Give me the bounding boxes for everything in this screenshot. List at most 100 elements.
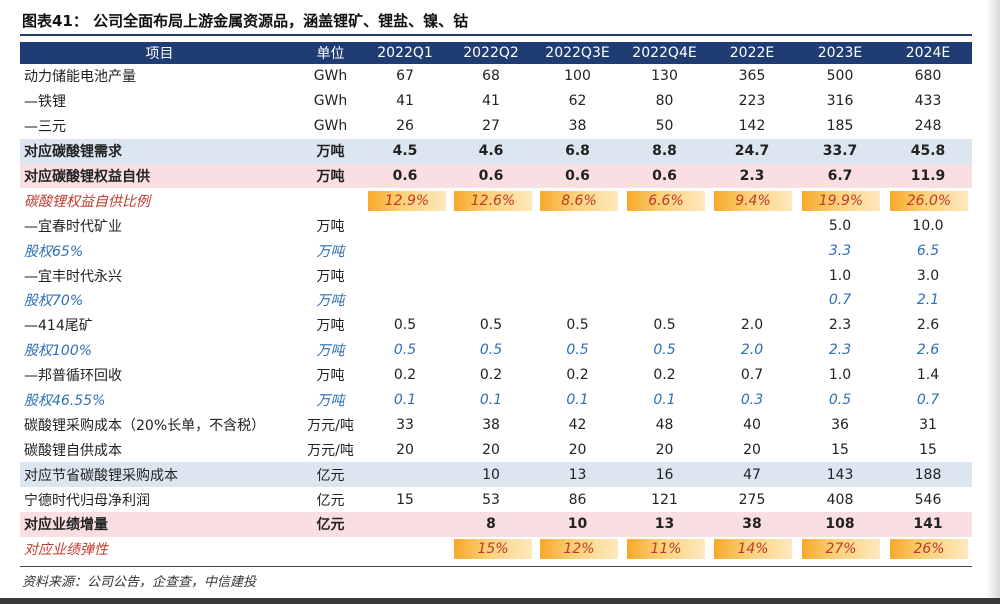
row-value: 67: [396, 68, 414, 85]
row-value: 3.3: [828, 242, 852, 259]
row-value: 275: [738, 491, 766, 508]
row-value: 3.0: [916, 267, 940, 284]
row-value: [621, 263, 708, 288]
row-value: 0.2: [479, 367, 503, 384]
row-value: [448, 263, 534, 288]
row-value: 38: [482, 416, 500, 433]
row-value: 15%: [448, 537, 534, 562]
row-value: 408: [826, 491, 854, 508]
table-row: 碳酸锂权益自供比例 12.9% 12.6% 8.6% 6.6% 9.4% 19.9% 26.0…: [20, 188, 972, 213]
row-value: 0.7: [740, 367, 764, 384]
row-value: 6.7: [796, 163, 884, 189]
row-label: —铁锂: [24, 94, 66, 111]
row-unit: [299, 537, 362, 562]
table-row: 对应碳酸锂权益自供 万吨 0.6 0.6 0.6 0.6 2.3 6.7 11.9: [20, 163, 972, 189]
row-value: [534, 263, 621, 288]
row-value: 2.6: [916, 317, 940, 334]
row-value: 11%: [621, 537, 708, 562]
row-label: 对应业绩增量: [20, 512, 299, 537]
row-value: 10.0: [912, 217, 944, 234]
row-value: 0.5: [479, 342, 503, 359]
row-value: 15: [396, 491, 414, 508]
row-label: —宜丰时代永兴: [24, 268, 122, 285]
highlight-value: 19.9%: [802, 190, 880, 211]
row-value: [708, 288, 796, 313]
row-value: 223: [738, 93, 766, 110]
table-row: 股权46.55% 万吨 0.1 0.1 0.1 0.1 0.3 0.5 0.7: [20, 388, 972, 413]
row-value: 41: [396, 93, 414, 110]
bottom-edge-bar: [0, 598, 1000, 604]
row-value: 0.6: [362, 163, 448, 189]
row-value: 2.1: [916, 292, 940, 309]
row-label: —邦普循环回收: [24, 368, 122, 385]
row-value: 38: [568, 118, 587, 135]
row-unit: 亿元: [299, 462, 362, 488]
row-value: 31: [919, 416, 937, 433]
row-label: 碳酸锂自供成本: [24, 442, 122, 459]
row-value: [448, 213, 534, 238]
highlight-value: 9.4%: [714, 190, 792, 211]
row-unit: 万吨: [299, 138, 362, 164]
highlight-value: 11%: [627, 539, 705, 560]
row-value: 12.9%: [362, 188, 448, 213]
row-value: 86: [568, 491, 587, 508]
row-value: 14%: [708, 537, 796, 562]
row-unit: GWh: [313, 118, 348, 135]
row-value: 27: [482, 118, 500, 135]
row-value: 8.8: [621, 138, 708, 164]
row-value: 2.3: [828, 317, 852, 334]
row-value: [362, 263, 448, 288]
row-value: 0.7: [916, 392, 940, 409]
row-value: 0.5: [393, 342, 417, 359]
row-label: —宜春时代矿业: [24, 218, 122, 235]
row-value: 5.0: [828, 217, 852, 234]
row-value: 2.0: [740, 342, 764, 359]
row-value: 36: [831, 416, 849, 433]
row-value: 10: [448, 462, 534, 488]
row-unit: [299, 188, 362, 213]
row-value: 0.5: [479, 317, 503, 334]
row-value: 12%: [534, 537, 621, 562]
highlight-value: 26%: [890, 539, 968, 560]
row-label: 股权100%: [24, 343, 93, 360]
header-period: 2024E: [884, 42, 972, 64]
row-value: 4.6: [448, 138, 534, 164]
table-row: 股权100% 万吨 0.5 0.5 0.5 0.5 2.0 2.3 2.6: [20, 338, 972, 363]
row-value: 0.1: [653, 392, 676, 409]
table-row: —宜春时代矿业 万吨 5.0 10.0: [20, 213, 972, 238]
row-value: 62: [568, 93, 587, 110]
page-edge-shadow: [986, 0, 1000, 604]
row-value: 47: [708, 462, 796, 488]
row-value: [362, 462, 448, 488]
row-value: 2.3: [828, 342, 852, 359]
row-value: 12.6%: [448, 188, 534, 213]
row-label: 宁德时代归母净利润: [24, 492, 150, 509]
title-rule: [20, 34, 972, 36]
row-unit: 万吨: [316, 268, 345, 285]
table-row: 碳酸锂采购成本（20%长单，不含税） 万元/吨 33 38 42 48 40 36 31: [20, 412, 972, 437]
row-value: 0.5: [653, 317, 676, 334]
row-value: 142: [738, 118, 766, 135]
row-value: 24.7: [708, 138, 796, 164]
row-value: [708, 263, 796, 288]
row-unit: 万元/吨: [307, 417, 354, 434]
row-value: 26.0%: [884, 188, 972, 213]
table-row: 对应节省碳酸锂采购成本 亿元 10 13 16 47 143 188: [20, 462, 972, 488]
row-value: 365: [738, 68, 766, 85]
header-period: 2022Q4E: [621, 42, 708, 64]
row-value: 0.5: [566, 317, 589, 334]
row-value: 13: [621, 512, 708, 537]
row-value: 20: [743, 441, 761, 458]
row-value: 0.5: [566, 342, 589, 359]
row-value: 121: [651, 491, 678, 508]
row-value: 20: [655, 441, 674, 458]
header-item: 项目: [20, 42, 299, 64]
header-period: 2022Q1: [362, 42, 448, 64]
row-unit: 万吨: [316, 218, 345, 235]
table-row: 动力储能电池产量 GWh 67 68 100 130 365 500 680: [20, 64, 972, 89]
row-value: 9.4%: [708, 188, 796, 213]
row-unit: 万吨: [316, 318, 345, 335]
row-label: 对应节省碳酸锂采购成本: [20, 462, 299, 488]
table-row: 碳酸锂自供成本 万元/吨 20 20 20 20 20 15 15: [20, 437, 972, 462]
row-value: 141: [884, 512, 972, 537]
